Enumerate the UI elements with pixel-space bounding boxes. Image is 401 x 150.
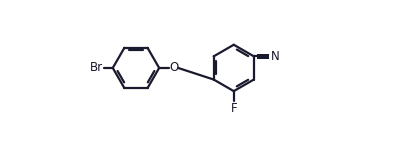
Text: F: F bbox=[231, 102, 237, 115]
Text: Br: Br bbox=[90, 61, 103, 74]
Text: O: O bbox=[169, 61, 178, 74]
Text: N: N bbox=[271, 50, 279, 63]
